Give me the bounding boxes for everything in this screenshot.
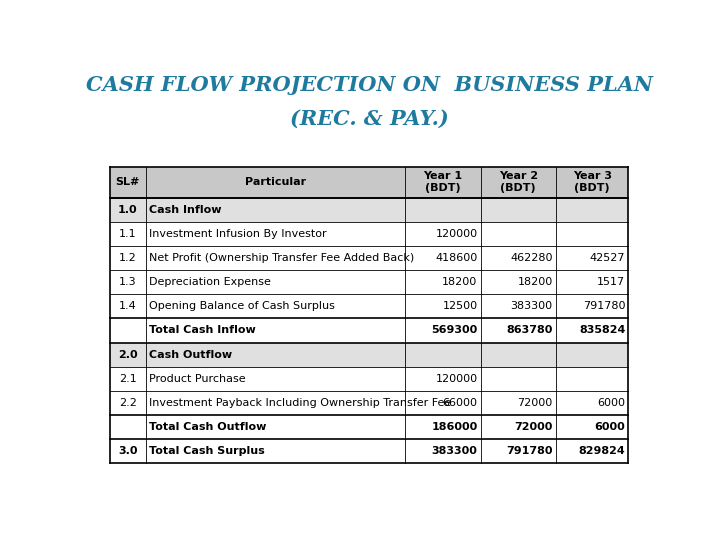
Text: 18200: 18200 [518,277,553,287]
Bar [109,270,629,294]
Text: 120000: 120000 [436,374,477,384]
Text: SL#: SL# [115,177,140,187]
Text: 2.0: 2.0 [118,349,138,360]
Text: Year 3
(BDT): Year 3 (BDT) [572,172,612,193]
Text: 829824: 829824 [579,446,626,456]
Text: 2.1: 2.1 [119,374,137,384]
Bar [109,415,629,439]
Text: 383300: 383300 [431,446,477,456]
Text: 863780: 863780 [506,326,553,335]
Text: 1.1: 1.1 [119,229,137,239]
Text: Investment Infusion By Investor: Investment Infusion By Investor [149,229,327,239]
Bar [109,198,629,222]
Bar [109,319,629,342]
Text: 569300: 569300 [431,326,477,335]
Text: 66000: 66000 [443,398,477,408]
Text: Year 2
(BDT): Year 2 (BDT) [499,172,538,193]
Text: CASH FLOW PROJECTION ON  BUSINESS PLAN: CASH FLOW PROJECTION ON BUSINESS PLAN [86,75,652,95]
Text: 6000: 6000 [598,398,626,408]
Text: 186000: 186000 [431,422,477,432]
Text: 791780: 791780 [506,446,553,456]
Text: 1.4: 1.4 [119,301,137,312]
Text: 1517: 1517 [597,277,626,287]
Text: 1.3: 1.3 [119,277,137,287]
Text: 462280: 462280 [510,253,553,263]
Text: 1.2: 1.2 [119,253,137,263]
Bar [109,167,629,198]
Text: (REC. & PAY.): (REC. & PAY.) [289,109,449,129]
Text: Total Cash Outflow: Total Cash Outflow [149,422,266,432]
Text: 383300: 383300 [510,301,553,312]
Text: 2.2: 2.2 [119,398,137,408]
Bar [109,439,629,463]
Bar [109,294,629,319]
Text: Depreciation Expense: Depreciation Expense [149,277,271,287]
Text: 3.0: 3.0 [118,446,138,456]
Text: 42527: 42527 [590,253,626,263]
Bar [109,342,629,367]
Bar [109,222,629,246]
Text: 72000: 72000 [514,422,553,432]
Bar [109,367,629,391]
Text: 18200: 18200 [442,277,477,287]
Text: Opening Balance of Cash Surplus: Opening Balance of Cash Surplus [149,301,335,312]
Text: Year 1
(BDT): Year 1 (BDT) [423,172,462,193]
Text: Particular: Particular [245,177,306,187]
Bar [109,391,629,415]
Text: 418600: 418600 [435,253,477,263]
Text: Cash Inflow: Cash Inflow [149,205,222,215]
Text: Total Cash Inflow: Total Cash Inflow [149,326,256,335]
Text: Product Purchase: Product Purchase [149,374,246,384]
Text: Cash Outflow: Cash Outflow [149,349,232,360]
Text: 6000: 6000 [595,422,626,432]
Text: Investment Payback Including Ownership Transfer Fee: Investment Payback Including Ownership T… [149,398,451,408]
Text: 835824: 835824 [579,326,626,335]
Text: 1.0: 1.0 [118,205,138,215]
Text: 120000: 120000 [436,229,477,239]
Bar [109,246,629,270]
Text: 791780: 791780 [583,301,626,312]
Text: Net Profit (Ownership Transfer Fee Added Back): Net Profit (Ownership Transfer Fee Added… [149,253,414,263]
Text: 12500: 12500 [442,301,477,312]
Text: 72000: 72000 [518,398,553,408]
Text: Total Cash Surplus: Total Cash Surplus [149,446,265,456]
